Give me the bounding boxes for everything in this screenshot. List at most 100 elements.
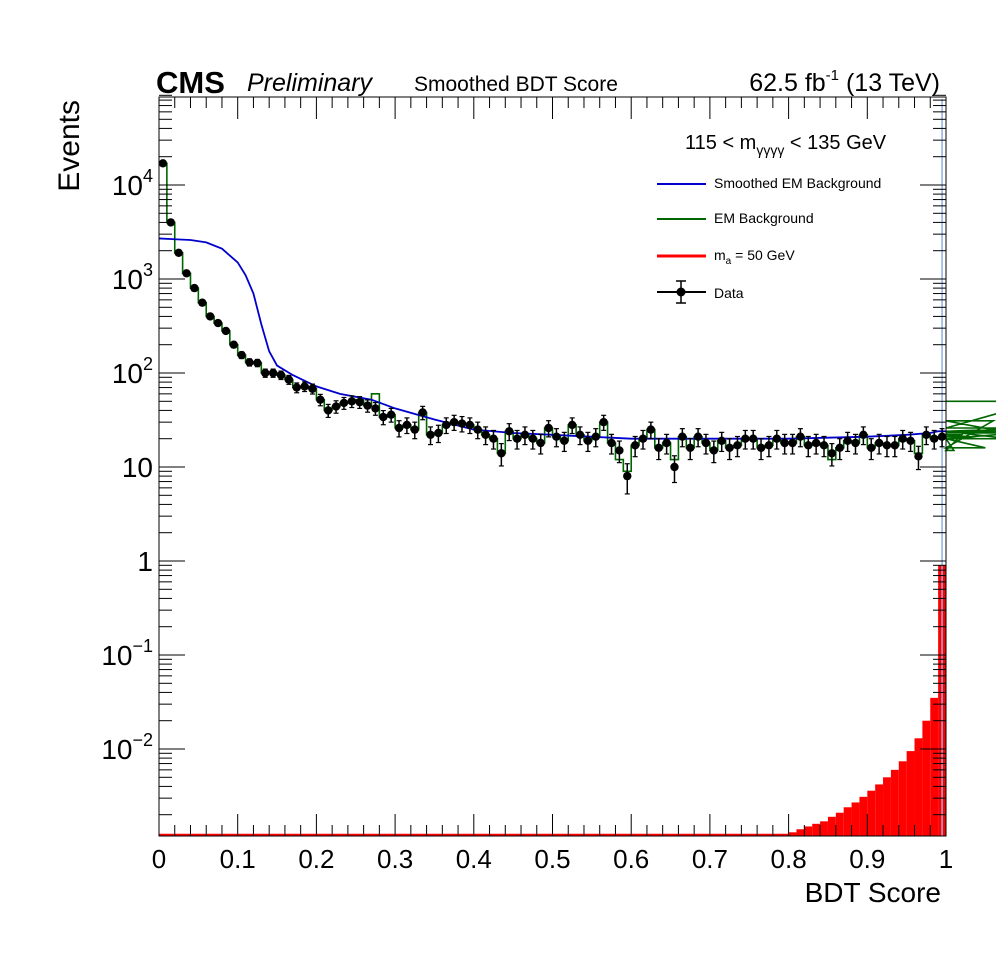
- data-point: [567, 417, 577, 435]
- data-point: [733, 435, 742, 458]
- data-point: [520, 426, 530, 446]
- y-tick-label: 10: [122, 452, 153, 483]
- data-point: [717, 431, 726, 453]
- data-marker: [662, 438, 671, 448]
- data-marker: [355, 397, 364, 407]
- data-point: [874, 433, 884, 455]
- data-point: [843, 431, 852, 453]
- data-point: [906, 431, 915, 453]
- data-point: [190, 283, 199, 293]
- data-marker: [560, 436, 569, 445]
- data-point: [528, 429, 538, 450]
- data-marker: [221, 326, 231, 336]
- y-axis-title: Events: [53, 100, 86, 192]
- data-marker: [386, 410, 396, 419]
- x-tick-label: 0.8: [771, 844, 807, 874]
- data-point: [788, 433, 797, 455]
- data-marker: [835, 443, 844, 453]
- data-marker: [575, 430, 585, 440]
- luminosity-label: 62.5 fb-1 (13 TeV): [749, 67, 940, 97]
- y-tick-label: 103: [112, 260, 153, 295]
- signal-bar: [835, 812, 844, 836]
- data-point: [772, 429, 781, 450]
- data-point: [827, 442, 837, 467]
- data-marker: [764, 441, 774, 450]
- data-point: [221, 326, 231, 336]
- data-marker: [859, 430, 868, 440]
- legend-data-marker: [676, 287, 686, 297]
- data-marker: [198, 298, 207, 307]
- data-marker: [654, 443, 663, 453]
- legend-smoothed-em-label: Smoothed EM Background: [714, 175, 881, 191]
- data-point: [607, 433, 616, 455]
- data-marker: [253, 358, 262, 368]
- data-point: [898, 429, 907, 450]
- data-point: [339, 396, 349, 410]
- data-marker: [709, 446, 719, 455]
- data-point: [867, 438, 876, 461]
- data-point: [678, 428, 687, 448]
- data-marker: [756, 443, 766, 453]
- data-point: [575, 426, 585, 446]
- data-marker: [434, 428, 443, 438]
- data-point: [158, 159, 168, 168]
- data-point: [686, 438, 695, 461]
- data-marker: [528, 434, 538, 443]
- data-marker: [402, 420, 412, 430]
- data-marker: [701, 438, 711, 448]
- data-marker: [851, 438, 860, 448]
- data-point: [386, 407, 396, 423]
- signal-bar: [922, 720, 931, 836]
- data-point: [662, 433, 671, 455]
- data-point: [213, 318, 223, 328]
- data-point: [890, 435, 900, 458]
- data-marker: [316, 395, 325, 404]
- x-tick-label: 0.7: [692, 844, 728, 874]
- data-marker: [473, 425, 482, 434]
- x-tick-label: 0.9: [849, 844, 885, 874]
- data-marker: [268, 368, 278, 378]
- data-marker: [678, 432, 687, 441]
- data-marker: [591, 432, 600, 441]
- data-point: [725, 438, 734, 461]
- data-marker: [229, 340, 238, 349]
- data-point: [512, 429, 522, 450]
- data-point: [205, 312, 215, 321]
- data-marker: [324, 406, 333, 415]
- data-marker: [874, 438, 884, 448]
- data-marker: [906, 436, 915, 445]
- x-tick-label: 0.4: [456, 844, 492, 874]
- data-point: [402, 417, 412, 435]
- experiment-label: CMS: [156, 65, 225, 100]
- data-marker: [394, 423, 404, 433]
- data-marker: [615, 446, 624, 455]
- data-point: [198, 298, 207, 307]
- signal-bar: [796, 829, 805, 836]
- data-marker: [882, 441, 892, 450]
- signal-bar: [875, 784, 884, 836]
- data-marker: [583, 436, 593, 445]
- data-point: [811, 433, 821, 455]
- data-point: [796, 428, 805, 448]
- data-marker: [890, 441, 900, 450]
- data-point: [394, 420, 404, 438]
- signal-bar: [930, 697, 939, 836]
- data-point: [591, 428, 600, 448]
- data-marker: [819, 441, 829, 450]
- data-marker: [465, 420, 475, 430]
- data-point: [245, 358, 254, 367]
- data-points: [158, 159, 947, 495]
- data-marker: [623, 471, 632, 481]
- data-point: [363, 399, 372, 413]
- data-marker: [843, 436, 852, 445]
- data-point: [371, 401, 380, 416]
- plot-title: Smoothed BDT Score: [414, 73, 618, 96]
- data-marker: [512, 434, 522, 443]
- data-marker: [363, 401, 372, 410]
- data-marker: [827, 449, 837, 458]
- legend: Smoothed EM Background EM Background ma …: [657, 175, 881, 304]
- data-point: [473, 421, 482, 440]
- x-tick-label: 0: [152, 844, 166, 874]
- legend-signal-label: ma = 50 GeV: [714, 247, 795, 267]
- selection-label: 115 < mγγγγ < 135 GeV: [685, 132, 887, 158]
